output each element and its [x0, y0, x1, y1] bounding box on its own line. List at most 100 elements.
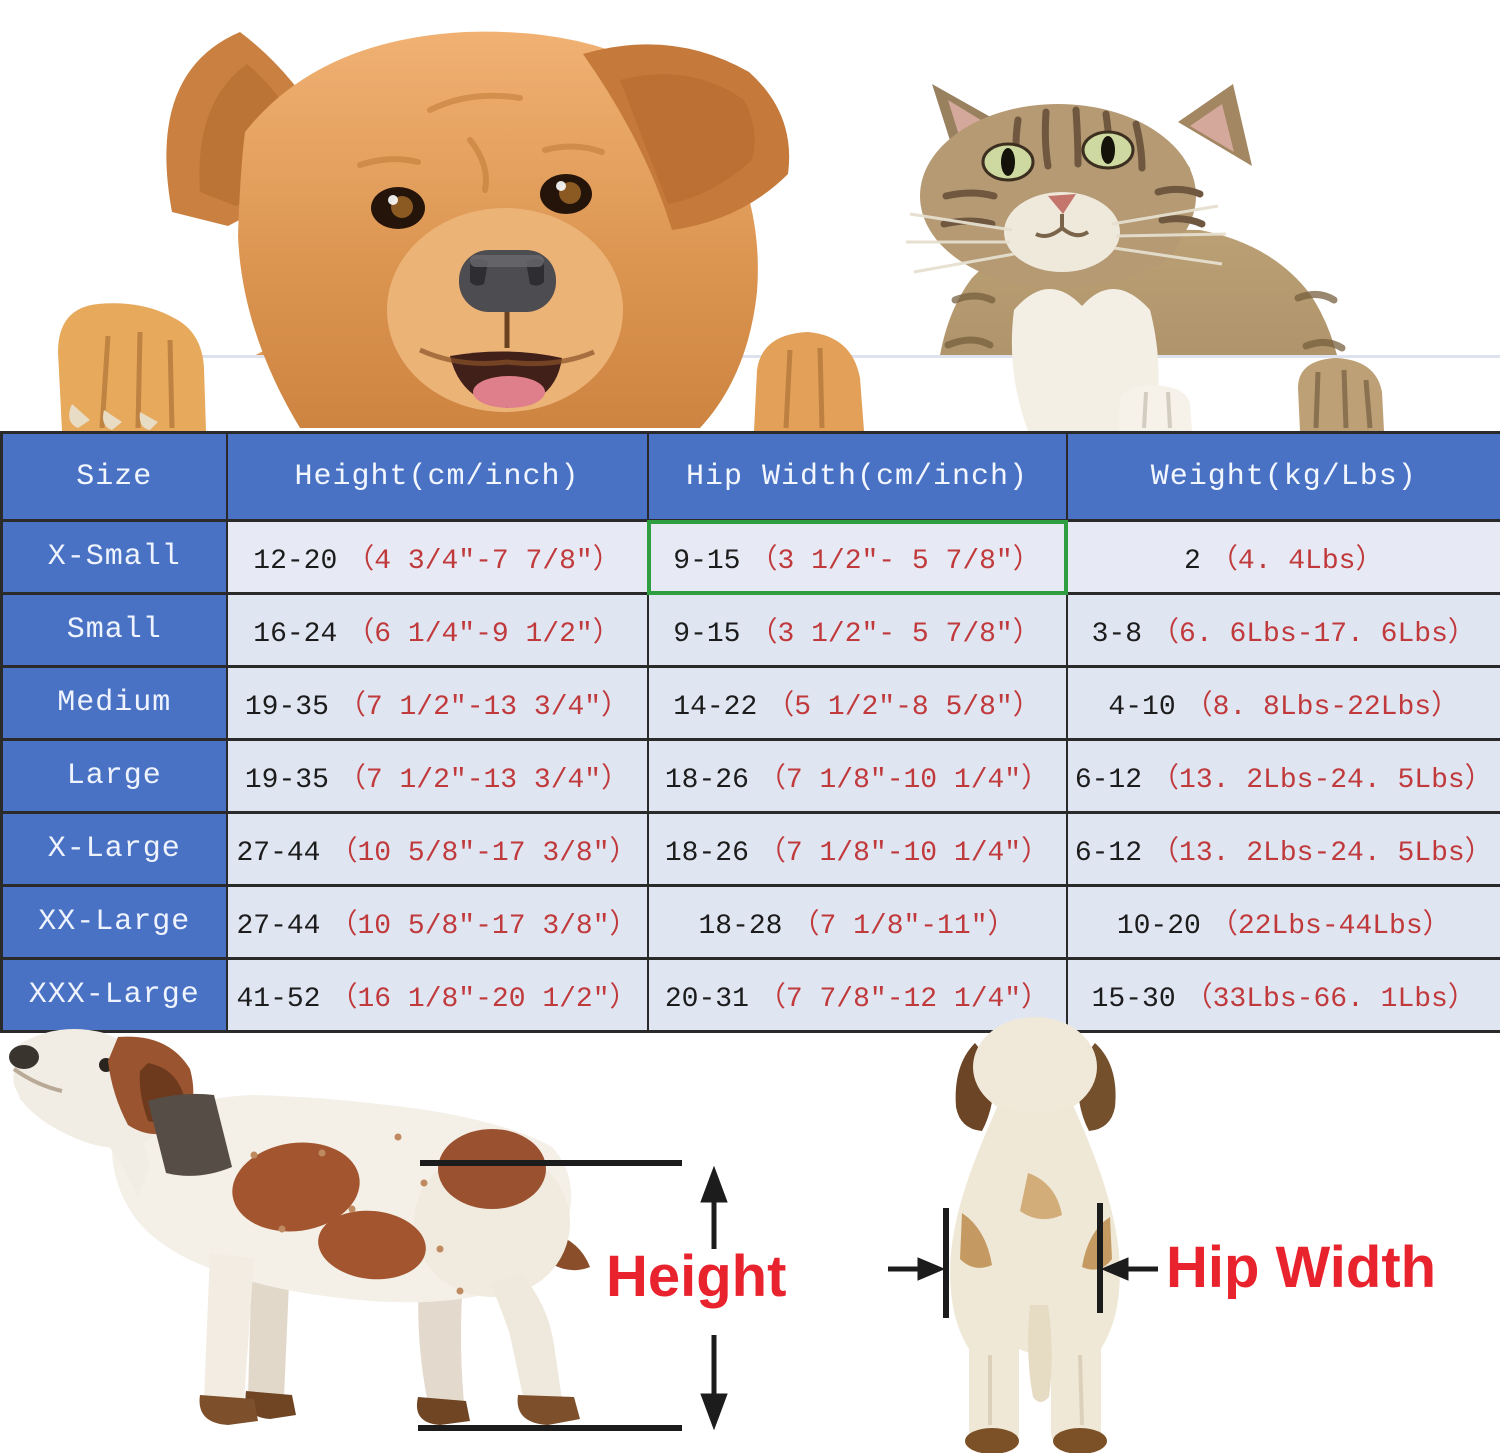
cm-value: 14-22	[673, 692, 758, 723]
cm-value: 18-26	[664, 765, 749, 796]
size-value: Medium	[57, 686, 172, 720]
column-header-size: Size	[0, 431, 228, 522]
kg-value: 15-30	[1091, 984, 1176, 1015]
inch-value: （3 1/2″- 5 7/8″）	[749, 619, 1041, 650]
weight-cell: 6-12 （13. 2Lbs-24. 5Lbs）	[1065, 738, 1500, 814]
pets-photo-banner	[0, 31, 1500, 431]
inch-value: （7 1/8″-11″）	[791, 911, 1016, 942]
table-row-xx-large: XX-Large 27-44 （10 5/8″-17 3/8″） 18-28 （7 …	[0, 884, 1500, 960]
height-cell: 41-52 （16 1/8″-20 1/2″）	[225, 957, 649, 1033]
cm-value: 18-28	[698, 911, 783, 942]
cm-value: 9-15	[673, 546, 741, 577]
size-chart-table: Size Height(cm/inch) Hip Width(cm/inch) …	[0, 431, 1500, 1033]
weight-cell: 10-20 （22Lbs-44Lbs）	[1065, 884, 1500, 960]
table-row-x-large: X-Large 27-44 （10 5/8″-17 3/8″） 18-26 （7 1…	[0, 811, 1500, 887]
cm-value: 27-44	[236, 911, 321, 942]
column-header-height: Height(cm/inch)	[225, 431, 649, 522]
height-cell: 27-44 （10 5/8″-17 3/8″）	[225, 884, 649, 960]
inch-value: （7 1/2″-13 3/4″）	[337, 765, 630, 796]
cm-value: 19-35	[244, 692, 329, 723]
weight-cell: 2 （4. 4Lbs）	[1065, 519, 1500, 595]
inch-value: （5 1/2″-8 5/8″）	[766, 692, 1041, 723]
measurement-guide-art	[9, 1017, 1158, 1453]
height-label: Height	[606, 1244, 787, 1309]
inch-value: （4 3/4″-7 7/8″）	[346, 546, 621, 577]
size-cell: XXX-Large	[0, 957, 228, 1033]
inch-value: （10 5/8″-17 3/8″）	[329, 838, 638, 869]
white-ledge	[0, 355, 1500, 431]
size-value: Large	[66, 759, 162, 793]
weight-cell: 3-8 （6. 6Lbs-17. 6Lbs）	[1065, 592, 1500, 668]
hip-width-measure-dog-illustration	[950, 1017, 1120, 1453]
size-value: XXX-Large	[28, 978, 200, 1012]
table-header-row: Size Height(cm/inch) Hip Width(cm/inch) …	[0, 431, 1500, 522]
table-row-large: Large 19-35 （7 1/2″-13 3/4″） 18-26 （7 1/8″…	[0, 738, 1500, 814]
hip-width-cell: 18-26 （7 1/8″-10 1/4″）	[646, 811, 1068, 887]
inch-value: （16 1/8″-20 1/2″）	[329, 984, 638, 1015]
height-cell: 27-44 （10 5/8″-17 3/8″）	[225, 811, 649, 887]
cm-value: 20-31	[664, 984, 749, 1015]
height-cell: 19-35 （7 1/2″-13 3/4″）	[225, 665, 649, 741]
height-cell: 12-20 （4 3/4″-7 7/8″）	[225, 519, 649, 595]
size-value: X-Large	[47, 832, 181, 866]
hip-width-cell: 18-26 （7 1/8″-10 1/4″）	[646, 738, 1068, 814]
cm-value: 41-52	[236, 984, 321, 1015]
inch-value: （3 1/2″- 5 7/8″）	[749, 546, 1041, 577]
cm-value: 19-35	[244, 765, 329, 796]
weight-cell: 4-10 （8. 8Lbs-22Lbs）	[1065, 665, 1500, 741]
height-cell: 16-24 （6 1/4″-9 1/2″）	[225, 592, 649, 668]
inch-value: （6 1/4″-9 1/2″）	[346, 619, 621, 650]
cm-value: 18-26	[664, 838, 749, 869]
table-row-small: Small 16-24 （6 1/4″-9 1/2″） 9-15 （3 1/2″- …	[0, 592, 1500, 668]
inch-value: （7 1/8″-10 1/4″）	[757, 765, 1050, 796]
hip-width-cell: 9-15 （3 1/2″- 5 7/8″）	[646, 592, 1068, 668]
size-cell: Medium	[0, 665, 228, 741]
size-value: XX-Large	[38, 905, 191, 939]
column-header-weight: Weight(kg/Lbs)	[1065, 431, 1500, 522]
weight-cell: 6-12 （13. 2Lbs-24. 5Lbs）	[1065, 811, 1500, 887]
lbs-value: （8. 8Lbs-22Lbs）	[1184, 692, 1460, 723]
cat-head	[906, 84, 1384, 431]
height-cell: 19-35 （7 1/2″-13 3/4″）	[225, 738, 649, 814]
kg-value: 3-8	[1091, 619, 1143, 650]
inch-value: （10 5/8″-17 3/8″）	[329, 911, 638, 942]
lbs-value: （4. 4Lbs）	[1209, 546, 1384, 577]
size-cell: Small	[0, 592, 228, 668]
table-row-xxx-large: XXX-Large 41-52 （16 1/8″-20 1/2″） 20-31 （7…	[0, 957, 1500, 1033]
hip-width-dimension-annotation	[888, 1203, 1158, 1318]
size-cell: XX-Large	[0, 884, 228, 960]
weight-cell: 15-30 （33Lbs-66. 1Lbs）	[1065, 957, 1500, 1033]
cm-value: 9-15	[673, 619, 741, 650]
lbs-value: （13. 2Lbs-24. 5Lbs）	[1151, 838, 1493, 869]
size-cell: X-Small	[0, 519, 228, 595]
dog-paws	[58, 303, 864, 431]
hip-width-label: Hip Width	[1166, 1235, 1437, 1300]
lbs-value: （13. 2Lbs-24. 5Lbs）	[1151, 765, 1493, 796]
size-value: Small	[66, 613, 162, 647]
inch-value: （7 1/8″-10 1/4″）	[757, 838, 1050, 869]
size-cell: Large	[0, 738, 228, 814]
size-cell: X-Large	[0, 811, 228, 887]
hip-width-cell: 20-31 （7 7/8″-12 1/4″）	[646, 957, 1068, 1033]
lbs-value: （33Lbs-66. 1Lbs）	[1184, 984, 1476, 1015]
kg-value: 2	[1184, 546, 1201, 577]
lbs-value: （22Lbs-44Lbs）	[1209, 911, 1451, 942]
hip-width-cell: 18-28 （7 1/8″-11″）	[646, 884, 1068, 960]
kg-value: 10-20	[1116, 911, 1201, 942]
kg-value: 6-12	[1074, 765, 1143, 796]
cm-value: 16-24	[253, 619, 338, 650]
hip-width-cell-highlighted: 9-15 （3 1/2″- 5 7/8″）	[646, 519, 1068, 595]
inch-value: （7 7/8″-12 1/4″）	[757, 984, 1050, 1015]
table-row-medium: Medium 19-35 （7 1/2″-13 3/4″） 14-22 （5 1/2…	[0, 665, 1500, 741]
dog-head	[166, 31, 790, 428]
column-header-hip-width: Hip Width(cm/inch)	[646, 431, 1068, 522]
table-row-x-small: X-Small 12-20 （4 3/4″-7 7/8″） 9-15 （3 1/2″…	[0, 519, 1500, 595]
kg-value: 4-10	[1108, 692, 1176, 723]
hip-width-cell: 14-22 （5 1/2″-8 5/8″）	[646, 665, 1068, 741]
height-dimension-annotation	[418, 1160, 728, 1431]
lbs-value: （6. 6Lbs-17. 6Lbs）	[1151, 619, 1476, 650]
cm-value: 27-44	[236, 838, 321, 869]
height-measure-dog-illustration	[9, 1029, 590, 1425]
kg-value: 6-12	[1074, 838, 1143, 869]
